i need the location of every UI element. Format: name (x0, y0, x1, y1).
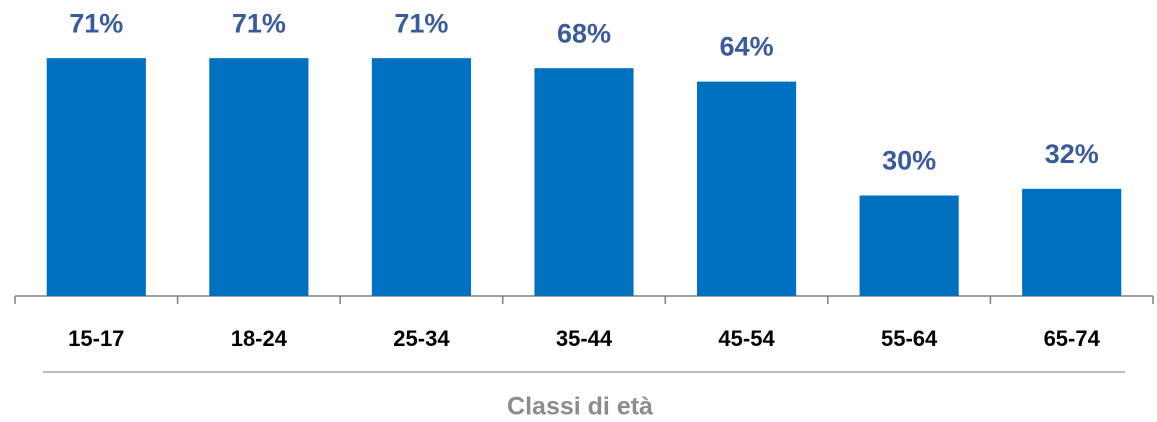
bar (534, 68, 634, 296)
value-label: 32% (1045, 139, 1099, 169)
bar (371, 58, 472, 297)
x-tick-label: 35-44 (556, 326, 613, 351)
bar (859, 195, 959, 296)
bar (209, 58, 309, 297)
x-tick-label: 65-74 (1044, 326, 1101, 351)
x-tick-label: 18-24 (231, 326, 288, 351)
x-axis-title: Classi di età (507, 393, 653, 421)
x-tick-label: 15-17 (68, 326, 124, 351)
x-tick-label: 45-54 (718, 326, 775, 351)
value-label: 30% (882, 146, 936, 176)
value-label: 71% (232, 8, 286, 38)
value-label: 64% (720, 32, 774, 62)
value-label: 71% (69, 8, 123, 38)
value-label: 71% (394, 8, 448, 38)
bar (696, 81, 797, 296)
x-tick-label: 25-34 (393, 326, 450, 351)
x-tick-label: 55-64 (881, 326, 938, 351)
value-label: 68% (557, 18, 611, 48)
bar (1022, 188, 1122, 296)
bar (46, 58, 146, 297)
